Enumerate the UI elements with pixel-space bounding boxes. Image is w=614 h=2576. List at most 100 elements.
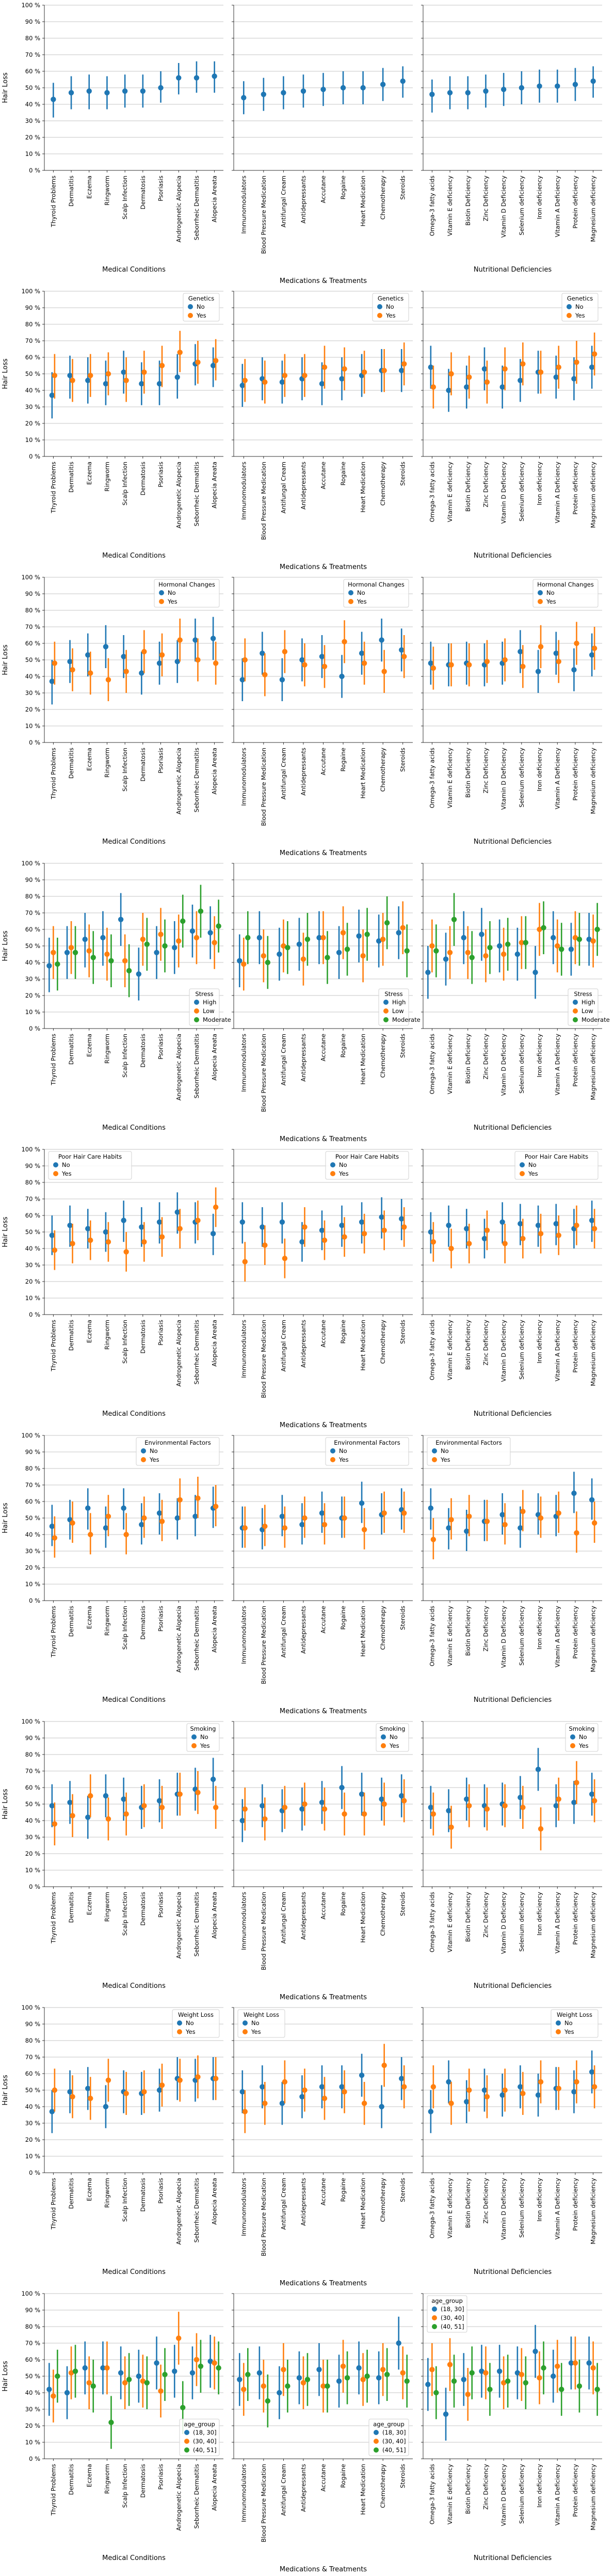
x-tick-label: Vitamin E deficiency	[446, 748, 454, 808]
x-tick-label: Biotin Deficiency	[464, 462, 472, 512]
legend-label: High	[392, 999, 406, 1006]
data-point	[189, 928, 196, 934]
data-point	[447, 90, 453, 96]
data-point	[242, 377, 248, 383]
data-point	[591, 1520, 597, 1526]
y-tick-label: 80 %	[25, 1751, 40, 1758]
y-tick-label: 90 %	[25, 876, 40, 883]
data-point	[299, 1522, 305, 1527]
data-point	[245, 935, 251, 941]
y-tick-label: 70 %	[25, 337, 40, 344]
legend-label: No	[251, 2019, 260, 2027]
data-point	[105, 1239, 111, 1245]
data-point	[325, 955, 330, 960]
data-point	[210, 1776, 216, 1782]
data-point	[399, 2076, 405, 2081]
data-point	[282, 1525, 288, 1531]
data-point	[502, 657, 508, 663]
y-tick-label: 100 %	[21, 1432, 40, 1439]
data-point	[379, 1214, 384, 1220]
x-tick-label: Antidepressants	[300, 1606, 307, 1654]
y-tick-label: 20 %	[25, 706, 40, 713]
x-tick-label: Omega-3 fatty acids	[428, 748, 435, 808]
data-point	[207, 930, 213, 936]
y-tick-label: 100 %	[21, 1146, 40, 1153]
data-point	[487, 2387, 493, 2392]
legend-marker	[381, 1743, 386, 1748]
y-tick-label: 60 %	[25, 1784, 40, 1791]
x-tick-label: Vitamin D Deficiency	[500, 1606, 507, 1668]
data-point	[401, 2084, 407, 2090]
data-point	[105, 2077, 111, 2083]
x-tick-label: Accutane	[320, 2178, 327, 2206]
data-point	[121, 654, 126, 659]
data-point	[379, 1796, 384, 1802]
data-point	[296, 2375, 302, 2381]
legend-title: Stress	[574, 990, 592, 998]
data-point	[68, 90, 74, 96]
legend-label: No	[386, 303, 394, 310]
x-tick-label: Magnesium deficiency	[590, 462, 597, 528]
x-tick-label: Seborrheic Dermatitis	[193, 1034, 200, 1098]
data-point	[320, 2383, 326, 2389]
x-tick-label: Accutane	[320, 1320, 327, 1348]
x-tick-label: Thyroid Problems	[50, 462, 57, 514]
y-tick-label: 30 %	[25, 2120, 40, 2127]
data-point	[523, 940, 529, 945]
data-point	[242, 1525, 248, 1531]
data-point	[376, 2375, 382, 2381]
data-point	[399, 1216, 405, 1222]
y-tick-label: 40 %	[25, 673, 40, 680]
data-point	[86, 948, 92, 954]
y-tick-label: 20 %	[25, 134, 40, 141]
x-tick-label: Scalp Infection	[121, 748, 128, 792]
y-tick-label: 70 %	[25, 1767, 40, 1775]
y-tick-label: 50 %	[25, 1800, 40, 1808]
x-tick-label: Vitamin E deficiency	[446, 2178, 454, 2238]
data-point	[139, 381, 144, 387]
y-tick-label: 40 %	[25, 387, 40, 394]
data-point	[192, 1513, 198, 1519]
x-tick-label: Dermatosis	[139, 748, 147, 781]
x-tick-label: Blood Pressure Medication	[260, 176, 267, 254]
x-tick-label: Chemotherapy	[379, 1320, 386, 1364]
data-point	[51, 950, 56, 955]
legend-marker	[243, 2029, 248, 2034]
data-point	[484, 1806, 490, 1812]
x-tick-label: Dermatitis	[68, 748, 75, 779]
data-point	[433, 948, 439, 954]
data-point	[396, 930, 401, 936]
x-tick-label: Thyroid Problems	[50, 1320, 57, 1372]
data-point	[574, 359, 579, 365]
legend-marker	[348, 599, 353, 604]
data-point	[484, 1519, 490, 1524]
y-tick-label: 60 %	[25, 2070, 40, 2077]
x-tick-label: Antidepressants	[300, 748, 307, 796]
data-point	[451, 2378, 457, 2384]
x-tick-label: Androgenetic Alopecia	[175, 1320, 182, 1386]
data-point	[429, 2367, 435, 2373]
data-point	[241, 95, 247, 101]
data-point	[158, 85, 164, 91]
data-point	[586, 2360, 592, 2366]
data-point	[195, 1495, 201, 1501]
x-tick-label: Vitamin A Deficiency	[554, 1892, 561, 1954]
y-tick-label: 100 %	[21, 1718, 40, 1725]
y-tick-label: 80 %	[25, 1179, 40, 1186]
x-tick-label: Omega-3 fatty acids	[428, 1034, 435, 1094]
data-point	[342, 366, 347, 372]
data-point	[85, 377, 91, 383]
legend-title: Genetics	[378, 295, 403, 302]
legend-frame	[136, 1437, 220, 1466]
data-point	[361, 1811, 367, 1817]
data-point	[320, 87, 326, 92]
x-tick-label: Vitamin A Deficiency	[554, 748, 561, 810]
x-tick-label: Omega-3 fatty acids	[428, 1606, 435, 1666]
x-tick-label: Seborrheic Dermatitis	[193, 1606, 200, 1670]
legend-marker	[567, 304, 572, 309]
data-point	[553, 1803, 559, 1809]
data-point	[500, 2380, 507, 2385]
data-point	[359, 1791, 365, 1797]
x-tick-label: Immunomodulators	[240, 748, 247, 806]
y-tick-label: 80 %	[25, 35, 40, 42]
